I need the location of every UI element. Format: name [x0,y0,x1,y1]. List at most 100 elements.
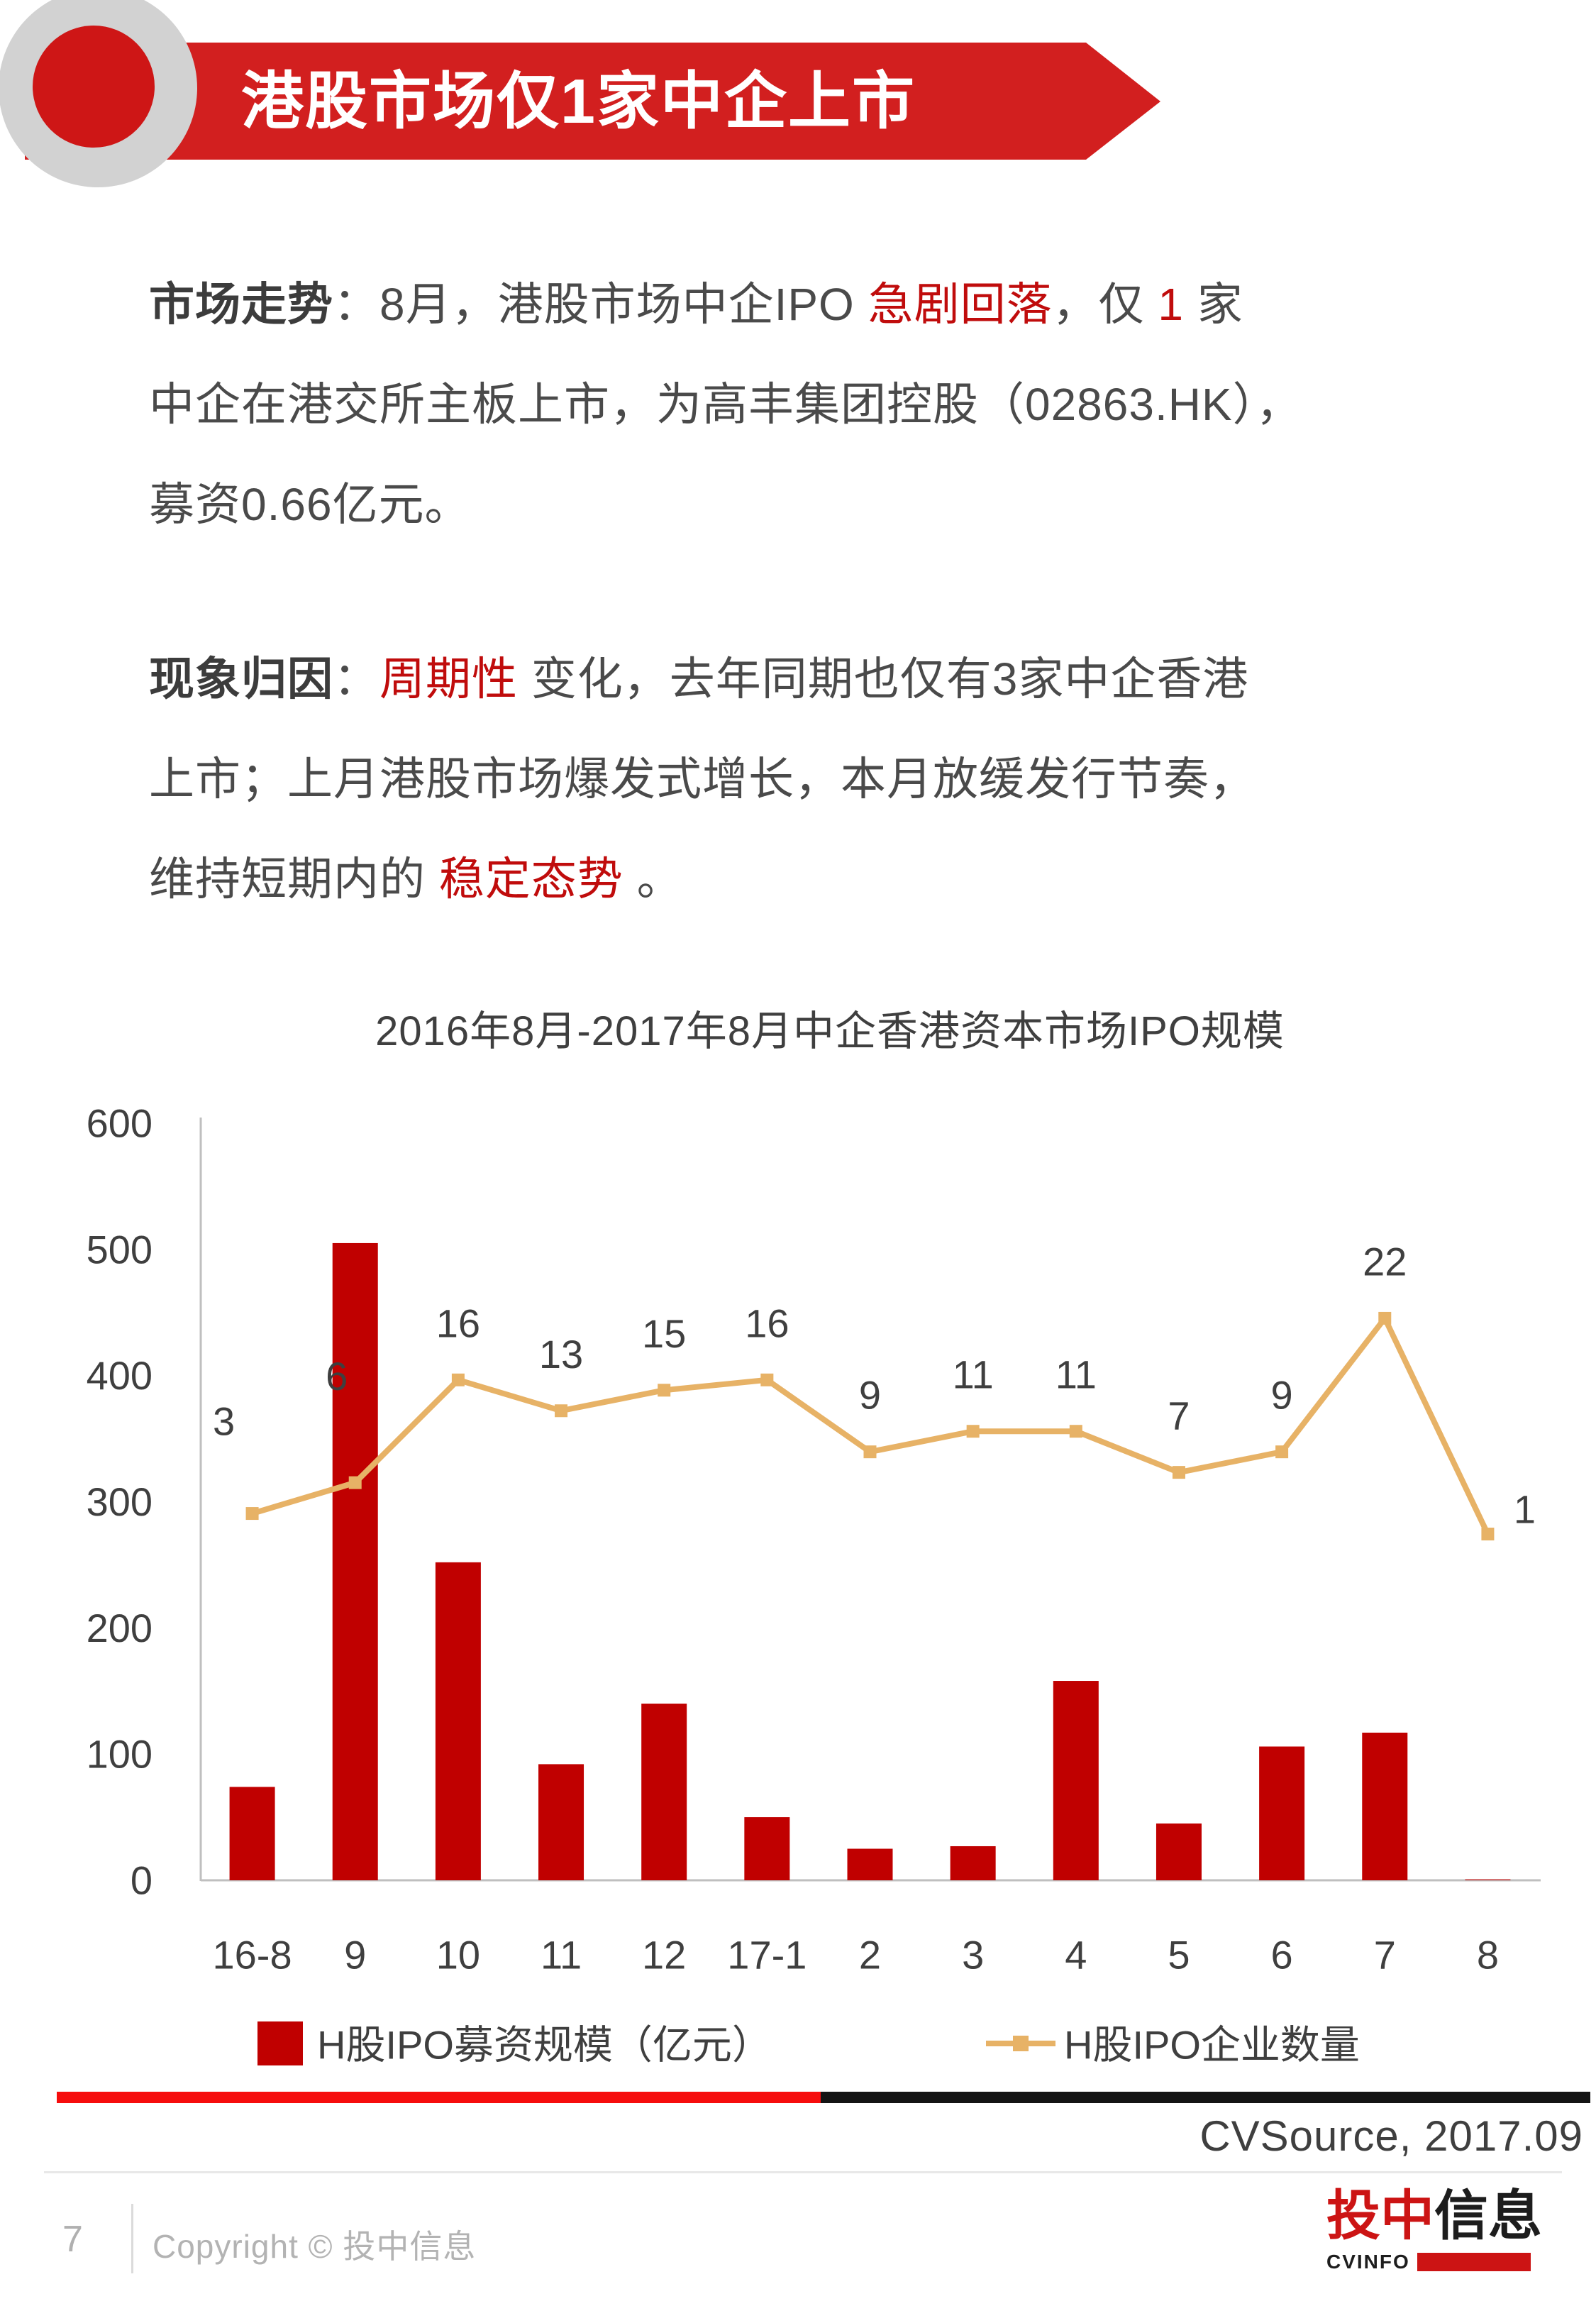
text-segment-normal: 。 [623,854,683,905]
x-axis-tick-label: 12 [642,1933,686,1977]
y-axis-tick-label: 0 [131,1858,153,1903]
text-segment-normal: ：8月，港股市场中企IPO [333,279,868,330]
title-banner-arrow [1086,43,1160,160]
x-axis-tick-label: 7 [1374,1933,1396,1977]
y-axis-tick-label: 200 [87,1606,153,1650]
text-segment-normal: 变化，去年同期也仅有3家中企香港 上市；上月港股市场爆发式增长，本月放缓发行节奏… [149,653,1256,905]
x-axis-tick-label: 8 [1477,1933,1499,1977]
y-axis-tick-label: 300 [87,1479,153,1524]
text-segment-normal: ，仅 [1052,279,1158,330]
footer-separator [131,2204,133,2273]
logo-brand-black: 信息 [1434,2186,1542,2246]
text-segment-red: 急剧回落 [868,279,1053,330]
source-caption: CVSource, 2017.09 [1199,2112,1583,2160]
line-marker [451,1373,465,1386]
line-data-label: 15 [642,1311,686,1356]
line-marker [760,1373,774,1386]
line-marker [1378,1311,1392,1325]
line-marker [1172,1466,1185,1479]
y-axis-tick-label: 100 [87,1732,153,1777]
line-data-label: 11 [1055,1352,1097,1397]
bar [1362,1732,1408,1880]
bar [950,1846,996,1880]
bar [538,1764,584,1880]
line-marker [863,1445,877,1459]
line-data-label: 6 [326,1354,348,1399]
bar [641,1704,687,1880]
logo-subtext: CVINFO [1326,2251,1410,2273]
logo-red-bar [1417,2253,1531,2271]
line-data-label: 13 [539,1332,583,1377]
line-data-label: 16 [436,1301,480,1345]
bar [332,1242,378,1880]
line-marker [1275,1445,1289,1459]
logo-brand-red: 投中 [1326,2186,1434,2246]
x-axis-tick-label: 3 [962,1933,984,1977]
text-segment-red: 稳定态势 [438,854,624,905]
legend-bar-label: H股IPO募资规模（亿元） [317,2023,772,2068]
line-data-label: 22 [1363,1239,1407,1284]
line-data-labels: 3 6 16 13 15 16 9 11 11 7 9 22 1 [213,1239,1536,1531]
x-axis-tick-label: 2 [859,1933,881,1977]
line-marker [1481,1528,1495,1541]
x-axis-tick-label: 16-8 [213,1933,292,1977]
bar [744,1817,790,1880]
y-axis-tick-label: 400 [87,1353,153,1398]
bar [1259,1746,1305,1880]
cvinfo-logo: 投中信息 CVINFO [1326,2186,1542,2273]
line-marker [245,1507,259,1521]
x-axis-labels: 16-8 9 10 11 12 17-1 2 3 4 5 6 7 8 [213,1933,1499,1977]
line-marker [1069,1425,1082,1438]
chart-title: 2016年8月-2017年8月中企香港资本市场IPO规模 [375,1008,1285,1054]
line-markers [245,1311,1495,1541]
logo-brand: 投中信息 [1326,2186,1542,2246]
title-banner [25,43,1086,160]
x-axis-tick-label: 11 [541,1933,582,1977]
text-segment-normal: ： [333,653,379,705]
line-data-label: 11 [953,1352,994,1397]
legend-line-marker [1013,2036,1029,2051]
text-segment-red: 1 [1158,279,1184,330]
bar [229,1787,275,1880]
bar [1156,1823,1202,1880]
text-segment-bold: 市场走势 [149,279,333,330]
page-number: 7 [62,2219,83,2260]
x-axis-tick-label: 6 [1271,1933,1293,1977]
x-axis-tick-label: 17-1 [727,1933,807,1977]
copyright-text: Copyright © 投中信息 [153,2228,477,2265]
bar [1053,1681,1099,1880]
line-marker [658,1384,671,1397]
market-trend-paragraph: 市场走势：8月，港股市场中企IPO 急剧回落，仅 1 家 中企在港交所主板上市，… [149,255,1539,555]
chart-legend: H股IPO募资规模（亿元） H股IPO企业数量 [257,2021,1360,2068]
line-data-label: 7 [1168,1394,1190,1438]
y-axis-tick-label: 500 [87,1227,153,1271]
legend-line-label: H股IPO企业数量 [1064,2023,1360,2068]
text-segment-normal: 家 中企在港交所主板上市，为高丰集团控股（02863.HK）， 募资0.66亿元… [149,279,1302,530]
line-marker [966,1425,980,1438]
line-data-label: 9 [859,1373,881,1418]
page-title: 港股市场仅1家中企上市 [241,66,916,136]
y-axis-labels: 0 100 200 300 400 500 600 [87,1101,153,1903]
bar [435,1562,481,1880]
y-axis-tick-label: 600 [87,1101,153,1146]
body-text: 市场走势：8月，港股市场中企IPO 急剧回落，仅 1 家 中企在港交所主板上市，… [149,255,1539,1004]
logo-subrow: CVINFO [1326,2251,1539,2273]
line-data-label: 1 [1514,1487,1536,1532]
x-axis-tick-label: 9 [344,1933,366,1977]
line-data-label: 16 [745,1301,789,1345]
text-segment-bold: 现象归因 [149,653,333,705]
ipo-count-line [251,1315,1491,1535]
legend-bar-swatch [257,2021,303,2065]
x-axis-tick-label: 5 [1168,1933,1190,1977]
footer-divider-red [57,2092,821,2103]
line-data-label: 3 [213,1399,235,1444]
footer-hairline [44,2171,1562,2173]
x-axis-tick-label: 4 [1065,1933,1087,1977]
text-segment-red: 周期性 [379,653,518,705]
attribution-paragraph: 现象归因：周期性 变化，去年同期也仅有3家中企香港 上市；上月港股市场爆发式增长… [149,629,1539,929]
x-axis-tick-label: 10 [436,1933,480,1977]
decorative-dot [33,26,155,148]
footer-divider-black [821,2092,1590,2103]
line-data-label: 9 [1271,1373,1293,1418]
